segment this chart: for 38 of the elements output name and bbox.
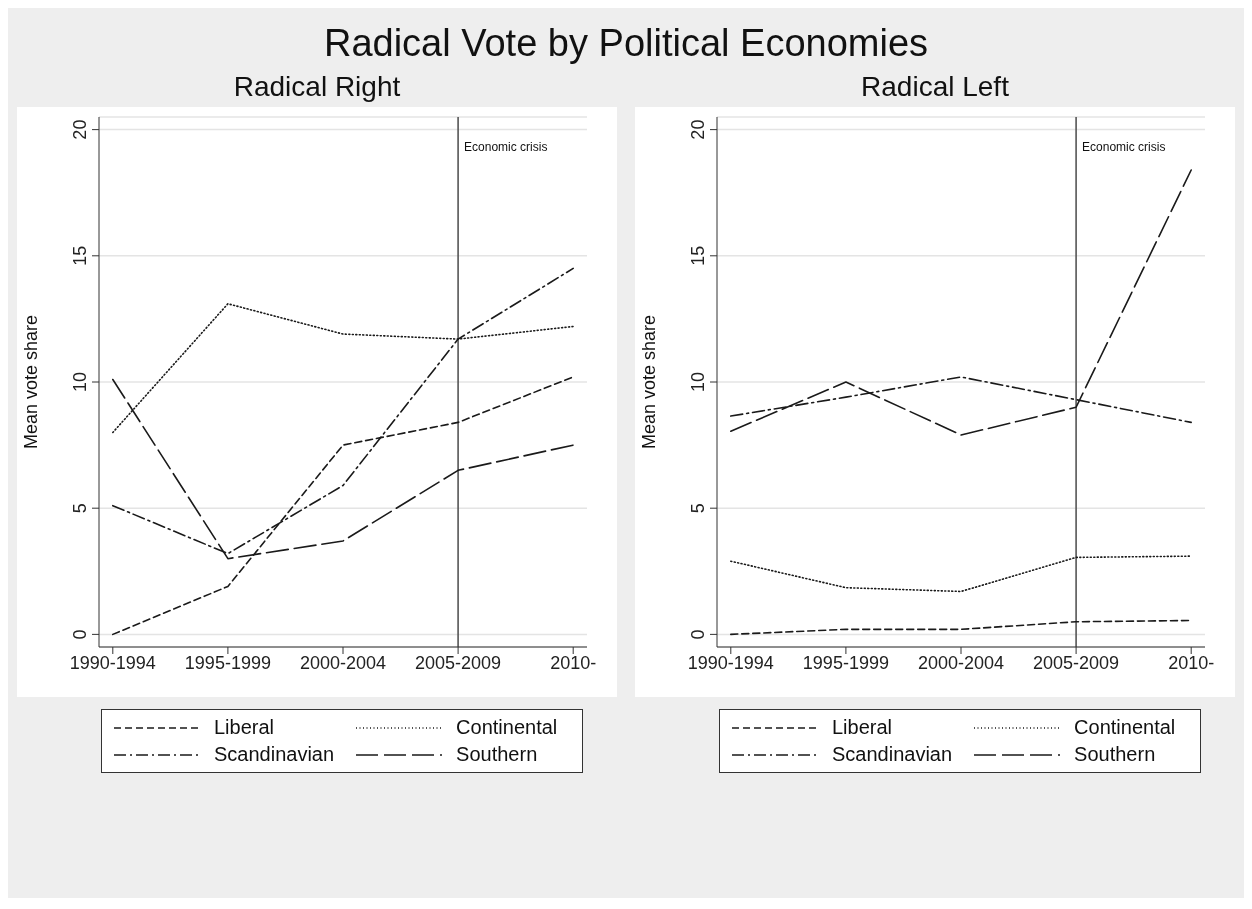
- x-tick-label: 1995-1999: [802, 652, 889, 673]
- x-tick-label: 2005-2009: [415, 652, 502, 673]
- y-axis-title: Mean vote share: [21, 314, 42, 450]
- y-tick-label: 5: [688, 503, 708, 514]
- legend-label: Southern: [1074, 743, 1156, 766]
- y-tick-label: 20: [70, 119, 90, 140]
- x-tick-label: 1995-1999: [184, 652, 271, 673]
- ref-line-label: Economic crisis: [464, 140, 548, 154]
- chart-title: Radical Left: [861, 71, 1009, 104]
- x-tick-label: 2010-: [1168, 652, 1215, 673]
- x-tick-label: 2005-2009: [1033, 652, 1120, 673]
- y-axis-title: Mean vote share: [639, 314, 660, 450]
- legend-label: Liberal: [214, 716, 275, 739]
- y-tick-label: 5: [70, 503, 90, 514]
- legend-label: Scandinavian: [832, 743, 953, 766]
- y-tick-label: 15: [70, 245, 90, 266]
- y-tick-label: 20: [688, 119, 708, 140]
- chart-title: Radical Right: [233, 71, 401, 104]
- line-series: [730, 555, 1192, 593]
- legend-label: Continental: [1074, 716, 1176, 739]
- y-tick-label: 0: [688, 629, 708, 640]
- x-tick-label: 1990-1994: [69, 652, 156, 673]
- legend-label: Continental: [456, 716, 558, 739]
- x-tick-label: 2000-2004: [917, 652, 1005, 673]
- y-tick-label: 0: [70, 629, 90, 640]
- legend-label: Liberal: [832, 716, 893, 739]
- ref-line-label: Economic crisis: [1082, 140, 1166, 154]
- line-series: [730, 619, 1192, 636]
- legend-label: Southern: [456, 743, 538, 766]
- text: Radical Vote by Political Economies: [322, 22, 930, 65]
- legend-label: Scandinavian: [214, 743, 335, 766]
- x-tick-label: 2000-2004: [299, 652, 387, 673]
- y-tick-label: 15: [688, 245, 708, 266]
- x-tick-label: 2010-: [550, 652, 597, 673]
- line-series: [730, 169, 1192, 436]
- y-tick-label: 10: [70, 371, 90, 393]
- x-tick-label: 1990-1994: [687, 652, 774, 673]
- y-tick-label: 10: [688, 371, 708, 393]
